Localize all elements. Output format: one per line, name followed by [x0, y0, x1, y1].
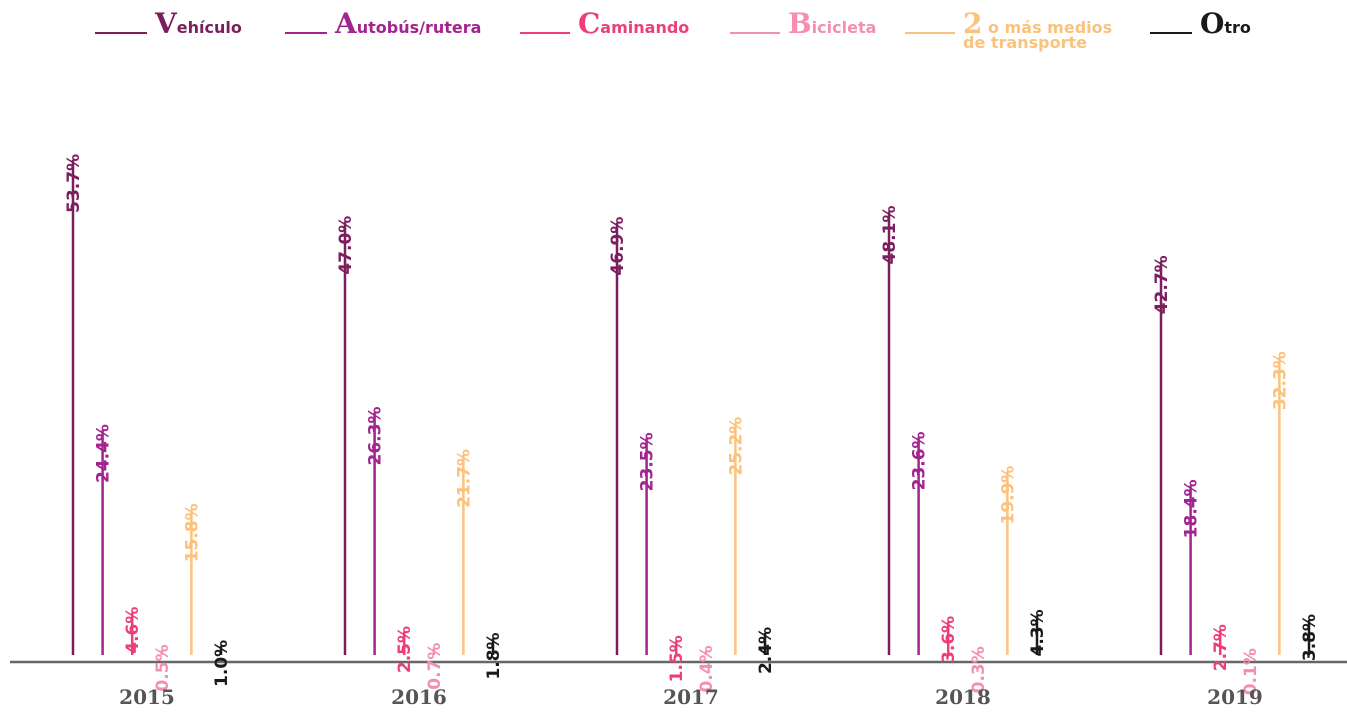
legend-line — [730, 32, 780, 34]
value-label: 19.9% — [998, 466, 1018, 525]
value-label: 0.5% — [153, 644, 173, 691]
legend-line — [520, 32, 570, 34]
value-label: 46.9% — [608, 217, 628, 276]
value-label: 4.3% — [1028, 609, 1048, 656]
legend-line — [905, 32, 955, 34]
value-label: 3.8% — [1300, 614, 1320, 661]
value-label: 42.7% — [1152, 255, 1172, 314]
value-label: 53.7% — [64, 154, 84, 213]
value-label: 47.0% — [336, 216, 356, 275]
x-tick-label: 2018 — [935, 685, 991, 709]
value-label: 23.6% — [910, 431, 930, 490]
legend-label: Autobús/rutera — [335, 7, 482, 40]
value-label: 21.7% — [454, 449, 474, 508]
x-tick-label: 2019 — [1207, 685, 1263, 709]
value-label: 3.6% — [939, 616, 959, 663]
legend-line — [285, 32, 327, 34]
legend-label: Otro — [1200, 7, 1251, 40]
value-label: 32.3% — [1270, 351, 1290, 410]
value-label: 0.3% — [969, 646, 989, 693]
value-label: 2.4% — [756, 627, 776, 674]
value-label: 23.5% — [638, 432, 658, 491]
value-label: 2.5% — [395, 626, 415, 673]
value-label: 48.1% — [880, 206, 900, 265]
legend-line — [1150, 32, 1192, 34]
value-label: 26.3% — [366, 407, 386, 466]
value-label: 0.7% — [425, 643, 445, 690]
value-label: 2.7% — [1211, 624, 1231, 671]
x-tick-label: 2016 — [391, 685, 447, 709]
value-label: 4.6% — [123, 607, 143, 654]
value-label: 25.2% — [726, 417, 746, 476]
value-label: 1.8% — [484, 632, 504, 679]
legend-label: 2 o más medios de transporte — [963, 7, 1113, 52]
legend-label: Vehículo — [155, 7, 242, 40]
value-label: 1.5% — [667, 635, 687, 682]
value-label: 18.4% — [1182, 479, 1202, 538]
value-label: 0.4% — [697, 645, 717, 692]
value-label: 1.0% — [212, 640, 232, 687]
legend-label: Caminando — [578, 7, 690, 40]
value-label: 0.1% — [1241, 648, 1261, 695]
value-label: 24.4% — [94, 424, 114, 483]
legend-line — [95, 32, 147, 34]
x-tick-label: 2017 — [663, 685, 719, 709]
value-label: 15.8% — [182, 503, 202, 562]
x-tick-label: 2015 — [119, 685, 175, 709]
legend-label: Bicicleta — [788, 7, 877, 40]
